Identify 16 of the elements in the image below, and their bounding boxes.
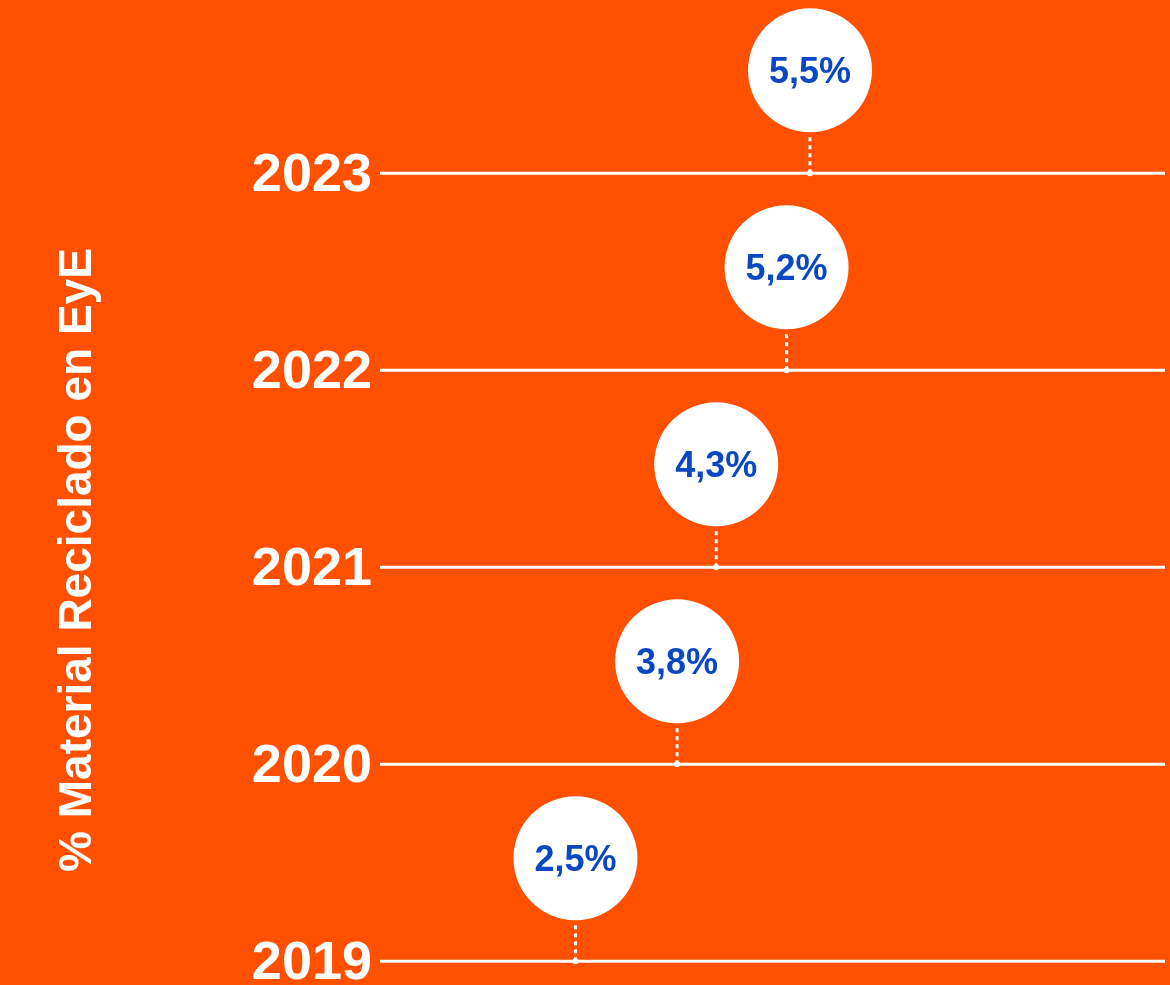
y-axis-title: % Material Reciclado en EyE (48, 248, 102, 872)
point (807, 170, 813, 177)
data-label: 5,5% (768, 49, 852, 91)
y-tick-label: 2022 (251, 339, 372, 399)
data-label: 5,2% (745, 246, 828, 288)
point (783, 367, 790, 374)
y-tick-label: 2019 (251, 930, 372, 985)
data-label: 4,3% (675, 443, 758, 485)
point (713, 564, 720, 571)
y-tick-label: 2020 (251, 733, 372, 793)
point (572, 958, 579, 965)
y-tick-label: 2023 (251, 142, 372, 202)
data-label: 3,8% (636, 640, 719, 682)
point (674, 761, 681, 768)
y-tick-label: 2021 (251, 536, 372, 596)
data-label: 2,5% (534, 837, 617, 879)
